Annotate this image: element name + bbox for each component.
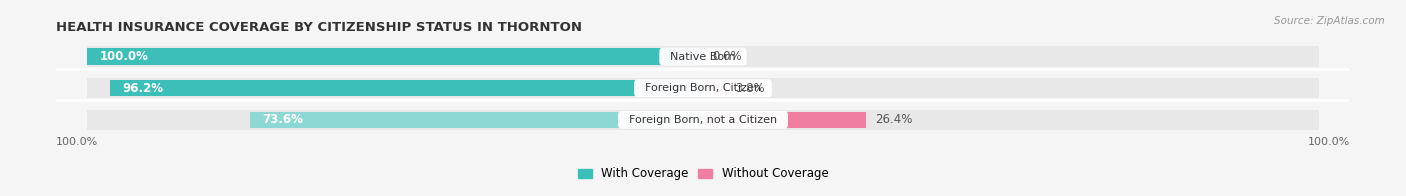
Text: 100.0%: 100.0%: [100, 50, 148, 63]
Text: 26.4%: 26.4%: [875, 113, 912, 126]
Bar: [87, 48, 703, 65]
Text: HEALTH INSURANCE COVERAGE BY CITIZENSHIP STATUS IN THORNTON: HEALTH INSURANCE COVERAGE BY CITIZENSHIP…: [56, 21, 582, 34]
Text: 100.0%: 100.0%: [1308, 137, 1350, 147]
Text: 3.8%: 3.8%: [735, 82, 765, 95]
Bar: [111, 80, 703, 96]
Bar: [250, 112, 703, 128]
Text: Foreign Born, not a Citizen: Foreign Born, not a Citizen: [621, 115, 785, 125]
Bar: [87, 46, 1319, 67]
Text: Native Born: Native Born: [664, 52, 742, 62]
Text: 96.2%: 96.2%: [122, 82, 163, 95]
Bar: [703, 80, 727, 96]
Text: 0.0%: 0.0%: [713, 50, 742, 63]
Text: 73.6%: 73.6%: [262, 113, 302, 126]
Bar: [87, 78, 1319, 98]
Bar: [703, 112, 866, 128]
Text: 100.0%: 100.0%: [56, 137, 98, 147]
Legend: With Coverage, Without Coverage: With Coverage, Without Coverage: [572, 163, 834, 185]
Text: Source: ZipAtlas.com: Source: ZipAtlas.com: [1274, 16, 1385, 26]
Text: Foreign Born, Citizen: Foreign Born, Citizen: [638, 83, 768, 93]
Bar: [87, 110, 1319, 130]
